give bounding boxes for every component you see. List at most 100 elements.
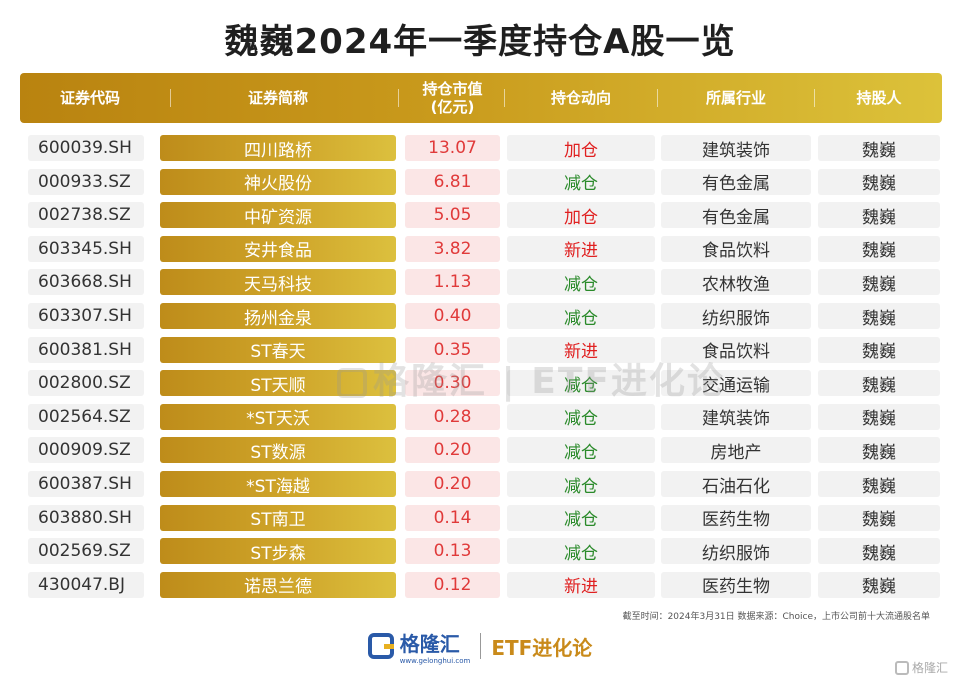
stock-name: ST数源 [160,437,396,464]
table-row: 600381.SH ST春天 0.35 新进 食品饮料 魏巍 [0,336,960,367]
holding-value: 3.82 [405,235,500,262]
holding-value: 5.05 [405,202,500,229]
stock-code: 600039.SH [28,135,144,161]
industry: 有色金属 [661,202,811,229]
table-row: 430047.BJ 诺思兰德 0.12 新进 医药生物 魏巍 [0,571,960,602]
watermark-logo-icon [337,368,367,398]
holder: 魏巍 [818,168,940,195]
industry: 农林牧渔 [661,269,811,296]
holding-direction: 减仓 [507,403,655,430]
header-holder: 持股人 [856,89,902,107]
holding-direction: 减仓 [507,168,655,195]
holding-direction: 新进 [507,571,655,598]
header-direction: 持仓动向 [550,89,611,107]
industry: 医药生物 [661,504,811,531]
stock-code: 002569.SZ [28,538,144,565]
table-row: 600387.SH *ST海越 0.20 减仓 石油石化 魏巍 [0,471,960,501]
industry: 建筑装饰 [661,403,811,430]
header-divider [398,89,399,107]
table-header: 证券代码 证券简称 持仓市值 (亿元) 持仓动向 所属行业 持股人 [20,73,942,123]
header-name: 证券简称 [247,89,308,107]
stock-name: 神火股份 [160,168,396,195]
holding-direction: 减仓 [507,504,655,531]
holding-value: 1.13 [405,269,500,296]
holder: 魏巍 [818,370,940,397]
table-row: 600039.SH 四川路桥 13.07 加仓 建筑装饰 魏巍 [0,135,960,165]
holding-direction: 减仓 [507,269,655,296]
stock-code: 603307.SH [28,303,144,329]
holder: 魏巍 [818,571,940,598]
footer-brand: 格隆汇 [399,631,460,656]
holder: 魏巍 [818,471,940,497]
holder: 魏巍 [818,504,940,531]
industry: 食品饮料 [661,235,811,262]
industry: 食品饮料 [661,336,811,363]
holding-direction: 减仓 [507,370,655,397]
corner-logo-icon [894,660,909,675]
holding-value: 0.35 [405,336,500,363]
holding-value: 0.20 [405,471,500,497]
stock-name: ST步森 [160,538,396,565]
footer-logo: 格隆汇 www.gelonghui.com [367,628,470,665]
stock-name: *ST天沃 [160,403,396,430]
table-row: 603880.SH ST南卫 0.14 减仓 医药生物 魏巍 [0,504,960,535]
footer: 格隆汇 www.gelonghui.com ETF进化论 [0,628,960,665]
table-row: 603307.SH 扬州金泉 0.40 减仓 纺织服饰 魏巍 [0,303,960,333]
stock-name: ST春天 [160,336,396,363]
table-row: 002800.SZ ST天顺 0.30 减仓 交通运输 魏巍 [0,370,960,400]
holder: 魏巍 [818,303,940,329]
header-industry: 所属行业 [705,89,766,107]
header-value-line2: (亿元) [430,98,475,116]
corner-badge-text: 格隆汇 [911,661,948,675]
holding-direction: 减仓 [507,303,655,329]
header-code: 证券代码 [59,89,120,107]
stock-code: 002800.SZ [28,370,144,397]
holding-direction: 新进 [507,235,655,262]
holding-value: 0.14 [405,504,500,531]
holding-direction: 减仓 [507,471,655,497]
holding-direction: 加仓 [507,135,655,161]
header-divider [170,89,171,107]
stock-code: 603880.SH [28,504,144,531]
stock-code: 603345.SH [28,235,144,262]
table-row: 603345.SH 安井食品 3.82 新进 食品饮料 魏巍 [0,235,960,266]
holder: 魏巍 [818,538,940,565]
industry: 有色金属 [661,168,811,195]
stock-name: 天马科技 [160,269,396,296]
stock-code: 600387.SH [28,471,144,497]
stock-name: 中矿资源 [160,202,396,229]
holder: 魏巍 [818,269,940,296]
footer-etf: ETF进化论 [491,635,593,660]
industry: 房地产 [661,437,811,464]
industry: 医药生物 [661,571,811,598]
stock-name: 安井食品 [160,235,396,262]
holding-direction: 新进 [507,336,655,363]
header-divider [504,89,505,107]
industry: 纺织服饰 [661,538,811,565]
header-value-line1: 持仓市值 [422,80,483,98]
table-row: 002738.SZ 中矿资源 5.05 加仓 有色金属 魏巍 [0,202,960,232]
stock-code: 002564.SZ [28,403,144,430]
holding-value: 0.40 [405,303,500,329]
page-title: 魏巍2024年一季度持仓A股一览 [224,22,736,62]
table-row: 002564.SZ *ST天沃 0.28 减仓 建筑装饰 魏巍 [0,403,960,434]
stock-code: 603668.SH [28,269,144,296]
gelonghui-logo-icon [367,633,394,659]
holding-value: 0.12 [405,571,500,598]
holding-value: 0.30 [405,370,500,397]
footer-divider [480,633,482,659]
holder: 魏巍 [818,437,940,464]
table-row: 000933.SZ 神火股份 6.81 减仓 有色金属 魏巍 [0,168,960,199]
table-row: 002569.SZ ST步森 0.13 减仓 纺织服饰 魏巍 [0,538,960,568]
stock-name: 诺思兰德 [160,571,396,598]
stock-name: 四川路桥 [160,135,396,161]
table-row: 000909.SZ ST数源 0.20 减仓 房地产 魏巍 [0,437,960,467]
stock-code: 002738.SZ [28,202,144,229]
header-divider [814,89,815,107]
stock-code: 000909.SZ [28,437,144,464]
holder: 魏巍 [818,403,940,430]
header-divider [657,89,658,107]
header-value: 持仓市值 (亿元) [405,73,500,123]
stock-name: 扬州金泉 [160,303,396,329]
holder: 魏巍 [818,336,940,363]
